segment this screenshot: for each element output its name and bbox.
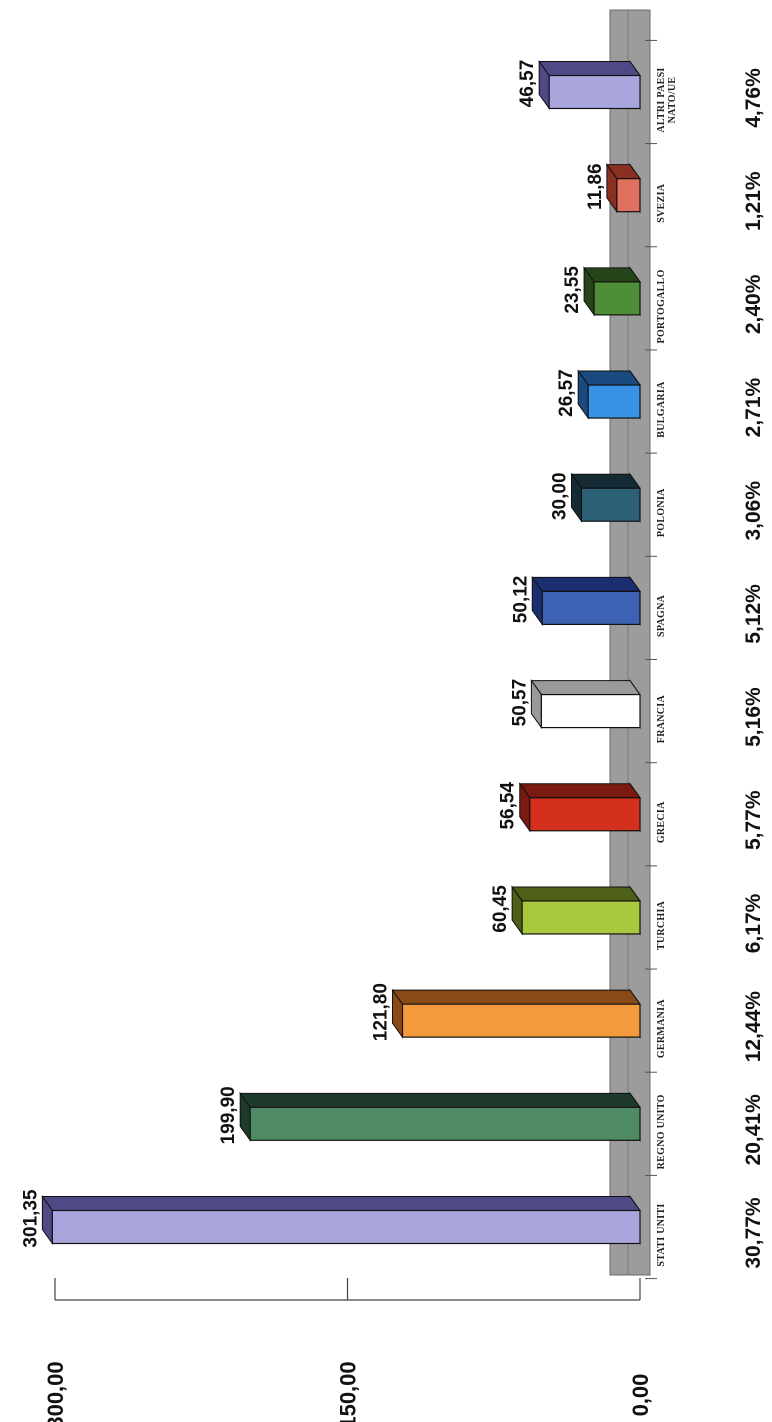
axis-tick-label: 300,00 <box>43 1361 68 1422</box>
bar-altri-paesi-nato-ue <box>538 59 641 111</box>
bar-bulgaria <box>577 369 641 420</box>
bar-top <box>538 61 641 76</box>
category-label: SPAGNA <box>656 594 667 637</box>
category-label: ALTRI PAESI <box>656 67 667 132</box>
bar-polonia <box>570 472 641 523</box>
value-label: 50,12 <box>510 576 531 624</box>
bar-regno-unito <box>239 1091 641 1142</box>
bar-top <box>41 1196 641 1211</box>
value-label: 50,57 <box>509 679 530 727</box>
bar-top <box>391 989 641 1005</box>
percent-label: 6,17% <box>742 893 765 953</box>
bar-top <box>531 576 641 592</box>
category-label: STATI UNITI <box>656 1203 667 1266</box>
bar-turchia <box>511 885 641 936</box>
percent-label: 20,41% <box>742 1094 765 1166</box>
value-label: 23,55 <box>562 266 583 314</box>
category-label: POLONIA <box>656 488 667 537</box>
percent-label: 12,44% <box>742 991 765 1063</box>
bar-front <box>593 281 641 316</box>
percent-label: 5,12% <box>742 584 765 644</box>
bar-svezia <box>605 163 641 214</box>
bar-top <box>577 370 641 386</box>
value-label: 121,80 <box>370 983 391 1041</box>
value-label: 56,54 <box>498 782 519 830</box>
bar-front <box>541 590 641 626</box>
bar-grecia <box>518 782 641 833</box>
bar-portogallo <box>583 266 641 317</box>
bar-top <box>518 783 641 799</box>
percent-label: 1,21% <box>742 171 765 231</box>
percent-label: 2,40% <box>742 274 765 334</box>
value-label: 301,35 <box>20 1189 41 1248</box>
value-label: 60,45 <box>490 885 511 933</box>
bar-front <box>540 693 641 729</box>
value-label: 26,57 <box>556 369 577 417</box>
bar-front <box>401 1003 641 1038</box>
value-label: 11,86 <box>585 163 606 210</box>
axis-tick-label: 0,00 <box>628 1374 653 1417</box>
bar-germania <box>391 988 641 1039</box>
bar-front <box>548 74 641 110</box>
bar-top <box>570 473 641 489</box>
bar-spagna <box>531 575 641 626</box>
bar-front <box>587 384 641 419</box>
value-label: 199,90 <box>218 1086 239 1144</box>
category-label: NATO/UE <box>667 77 678 124</box>
bar-stati-uniti <box>41 1194 641 1246</box>
axis-tick-label: 150,00 <box>336 1361 361 1422</box>
bar-top <box>511 886 641 902</box>
bar-front <box>616 178 641 213</box>
category-label: PORTOGALLO <box>656 269 667 343</box>
percent-label: 2,71% <box>742 377 765 437</box>
bar-front <box>51 1209 641 1245</box>
category-label: SVEZIA <box>656 183 667 223</box>
percent-label: 30,77% <box>742 1197 765 1269</box>
bar-front <box>529 797 641 832</box>
bar-top <box>530 680 641 696</box>
category-label: GERMANIA <box>656 999 667 1059</box>
chart-floor <box>609 9 651 1276</box>
value-label: 46,57 <box>517 60 538 108</box>
bar-front <box>521 900 641 935</box>
bar-top <box>239 1092 641 1108</box>
bar-francia <box>530 679 641 730</box>
category-label: TURCHIA <box>656 900 667 950</box>
bar-front <box>249 1106 641 1141</box>
category-label: GRECIA <box>656 801 667 843</box>
percent-label: 3,06% <box>742 481 765 541</box>
category-label: FRANCIA <box>656 695 667 744</box>
category-label: BULGARIA <box>656 381 667 438</box>
value-label: 30,00 <box>550 472 571 520</box>
percent-label: 5,16% <box>742 687 765 747</box>
percent-label: 4,76% <box>742 68 765 128</box>
category-label: REGNO UNITO <box>656 1094 667 1169</box>
percent-label: 5,77% <box>742 790 765 850</box>
bar-front <box>580 487 641 522</box>
